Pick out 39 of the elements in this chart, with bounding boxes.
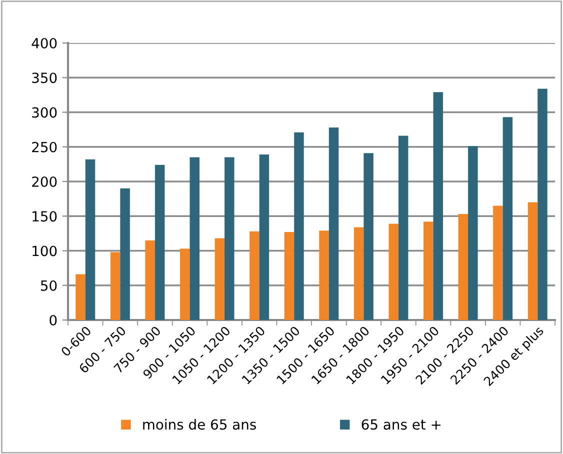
legend-label: moins de 65 ans [143, 418, 256, 430]
bar [250, 231, 260, 320]
bar [190, 157, 200, 320]
bar [538, 88, 548, 320]
bar [493, 206, 503, 320]
bar [294, 132, 304, 320]
bar [388, 224, 398, 320]
bar [398, 136, 408, 320]
y-tick-label: 50 [40, 280, 57, 291]
bar [528, 202, 538, 320]
bar [433, 92, 443, 320]
bar [145, 240, 155, 320]
y-tick-label: 0 [50, 314, 57, 326]
bar [214, 238, 225, 320]
bar [120, 188, 130, 320]
y-tick-label: 400 [32, 38, 57, 48]
bar [458, 214, 468, 320]
y-tick-label: 350 [32, 72, 57, 84]
bar [328, 127, 339, 320]
y-tick-label: 200 [32, 176, 57, 187]
y-tick-label: 300 [32, 107, 57, 118]
y-tick-label: 100 [32, 246, 57, 256]
legend-label: 65 ans et + [362, 419, 440, 430]
bar [85, 159, 96, 320]
bar [468, 146, 478, 320]
bar [154, 164, 165, 320]
bar [259, 154, 270, 320]
bar [424, 222, 434, 320]
y-tick-label: 150 [32, 211, 57, 222]
bar [319, 230, 329, 320]
bar [180, 248, 190, 320]
bar [354, 227, 364, 320]
bar [284, 232, 294, 320]
bar [76, 274, 86, 320]
bar [502, 117, 513, 320]
bar [364, 153, 374, 320]
bar [224, 157, 234, 320]
y-tick-label: 250 [32, 142, 57, 152]
bar [110, 252, 120, 320]
